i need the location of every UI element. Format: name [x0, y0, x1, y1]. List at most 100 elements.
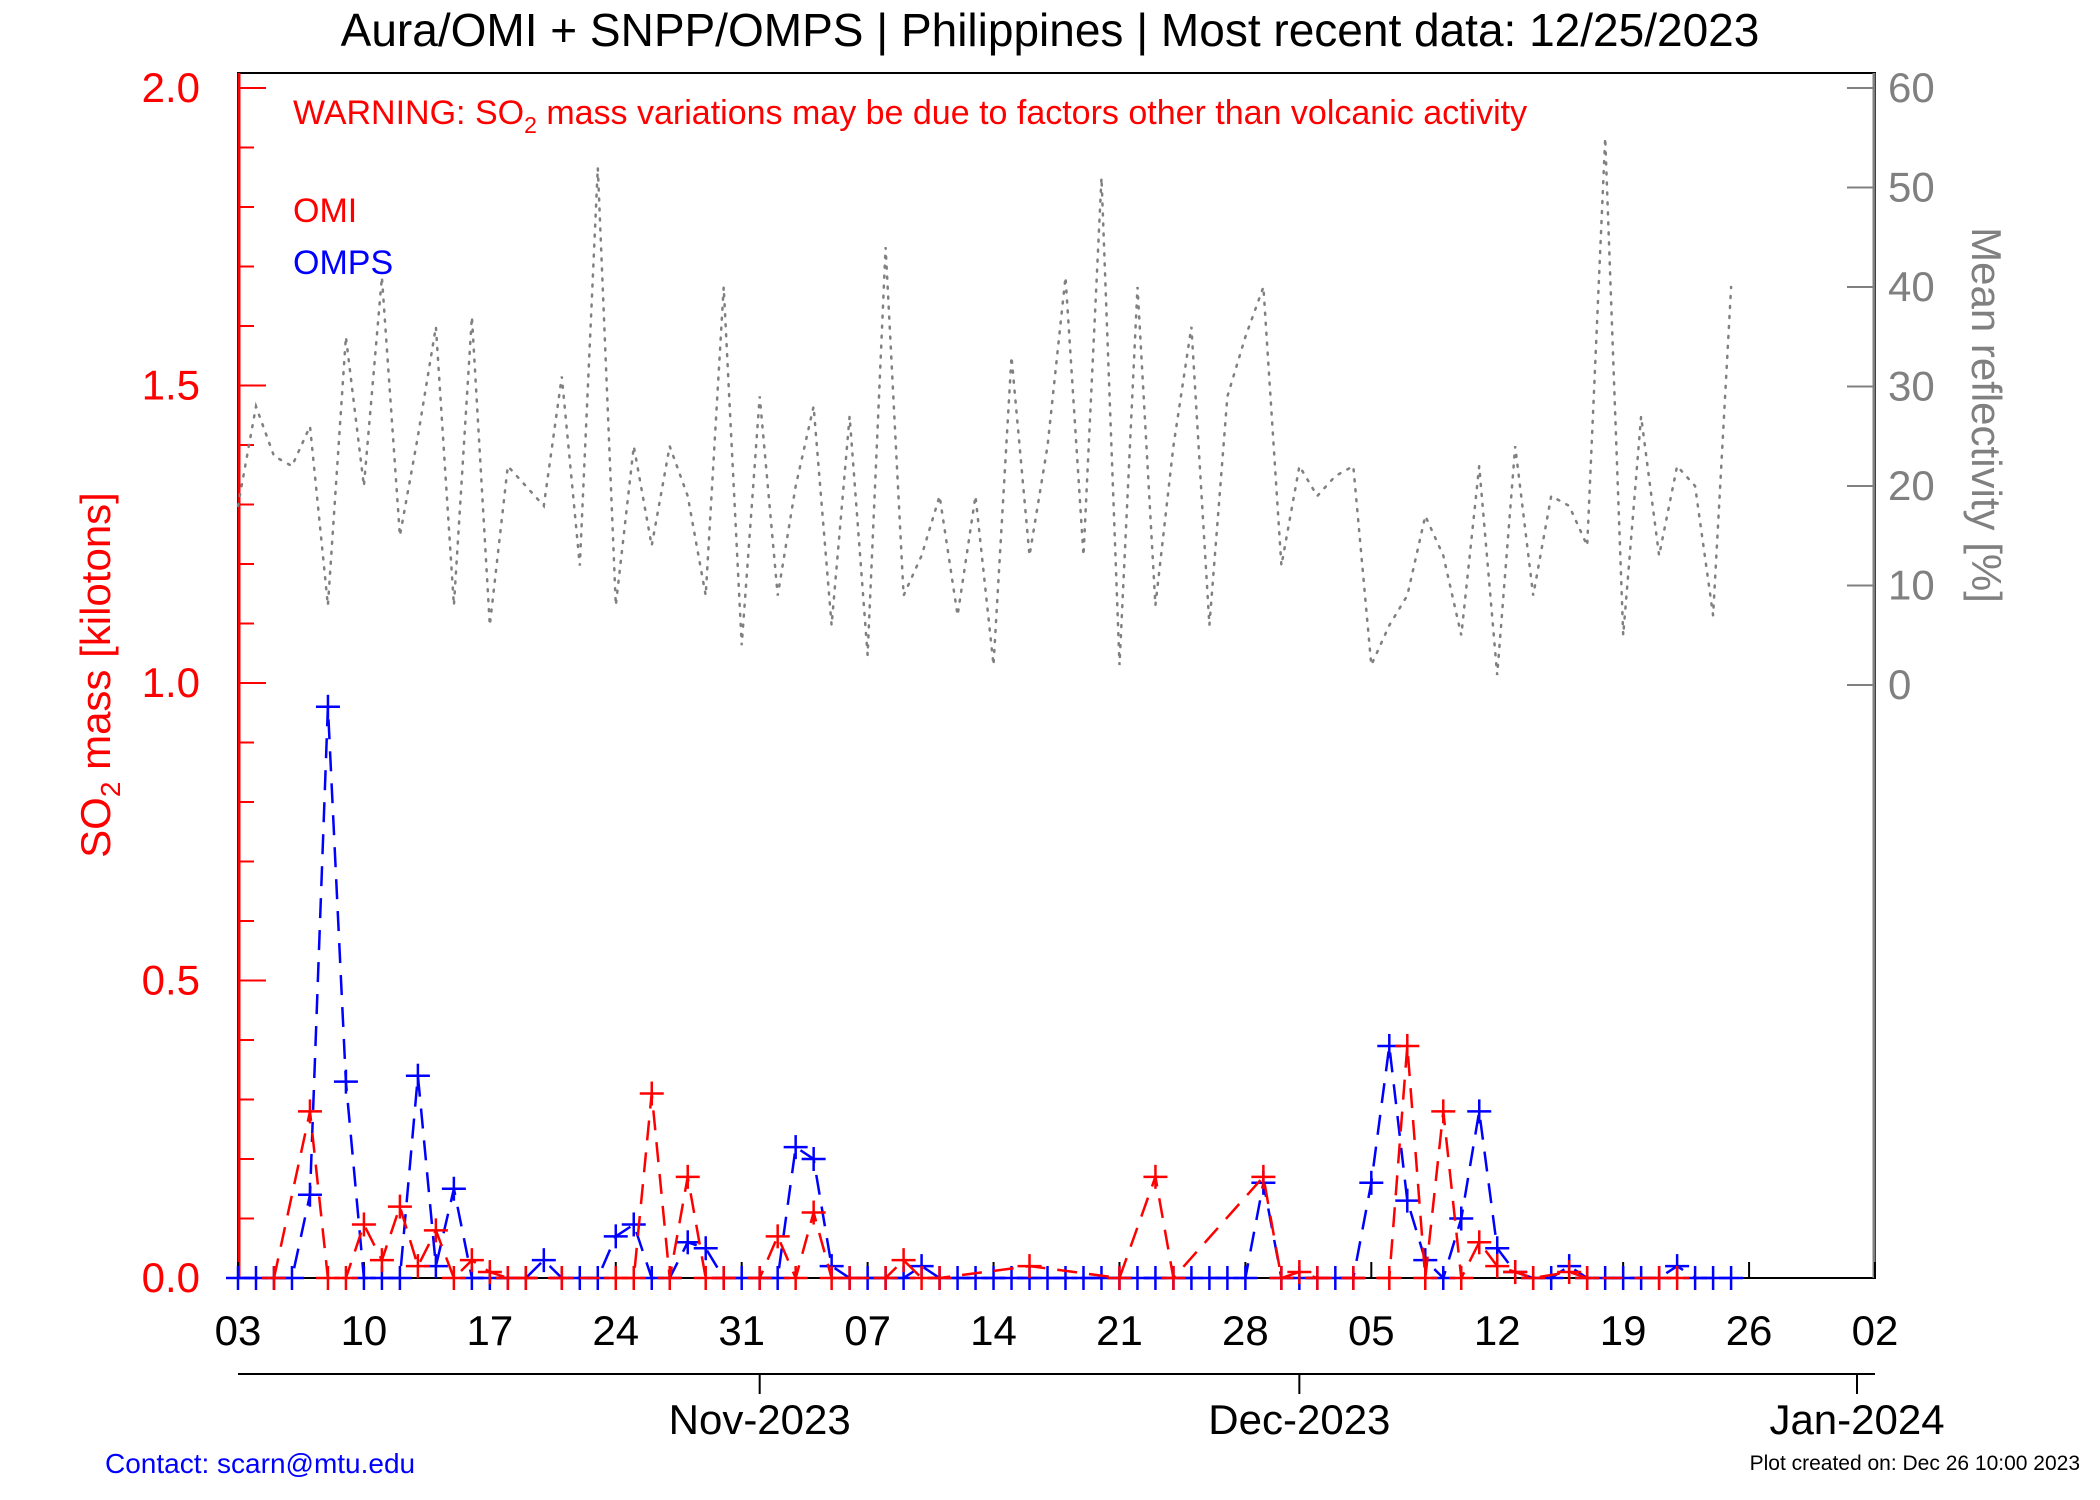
omi-data-point — [549, 1266, 574, 1290]
omps-data-point — [621, 1212, 646, 1237]
x-tick-label: 19 — [1600, 1307, 1647, 1354]
omps-data-point — [801, 1147, 826, 1171]
chart-title: Aura/OMI + SNPP/OMPS | Philippines | Mos… — [341, 4, 1760, 56]
right-tick-label: 40 — [1888, 263, 1935, 310]
omi-data-point — [1557, 1260, 1582, 1285]
omps-data-point — [405, 1063, 430, 1088]
left-axis-label-prefix: SO — [72, 797, 119, 858]
right-tick-label: 20 — [1888, 462, 1935, 509]
warning-prefix: WARNING: SO — [293, 94, 524, 132]
x-tick-label: 10 — [341, 1307, 388, 1354]
omi-data-point — [1431, 1099, 1456, 1124]
x-tick-label: 31 — [718, 1307, 765, 1354]
omi-data-point — [1413, 1266, 1438, 1290]
omi-data-point — [261, 1266, 286, 1290]
omi-data-point — [477, 1260, 502, 1285]
omi-data-point — [801, 1200, 826, 1225]
x-tick-label: 24 — [592, 1307, 639, 1354]
omi-data-point — [639, 1081, 664, 1106]
omi-data-point — [441, 1266, 466, 1290]
x-tick-label: 03 — [215, 1307, 262, 1354]
omi-data-point — [1305, 1266, 1330, 1290]
legend-omps: OMPS — [293, 244, 393, 282]
x-tick-label: 05 — [1348, 1307, 1395, 1354]
left-tick-label: 1.0 — [142, 659, 200, 706]
contact-text: Contact: scarn@mtu.edu — [105, 1448, 416, 1479]
omi-data-point — [369, 1248, 394, 1273]
omi-data-point — [675, 1164, 700, 1189]
omi-data-point — [1485, 1254, 1510, 1279]
omps-data-point — [783, 1135, 808, 1160]
omi-data-point — [1575, 1266, 1600, 1290]
omi-data-point — [1269, 1266, 1294, 1290]
x-tick-label: 12 — [1474, 1307, 1521, 1354]
omi-data-point — [927, 1266, 952, 1290]
omi-data-point — [1341, 1266, 1366, 1290]
omi-data-point — [765, 1224, 790, 1249]
legend-omi: OMI — [293, 192, 357, 230]
warning-text: WARNING: SO2 mass variations may be due … — [293, 94, 1527, 138]
left-axis-label: SO2 mass [kilotons] — [72, 492, 126, 858]
right-axis-ticks: 0 10 20 30 40 50 60 — [1847, 64, 1935, 708]
month-label: Jan-2024 — [1769, 1396, 1944, 1443]
omi-data-point — [297, 1099, 322, 1124]
omps-data-point — [1449, 1206, 1474, 1231]
x-axis-ticks: 03 10 17 24 31 07 14 21 28 05 12 19 26 02 — [215, 1262, 1899, 1354]
warning-subscript: 2 — [524, 112, 537, 138]
omi-data-point — [1107, 1266, 1132, 1290]
omi-data-point — [1521, 1266, 1546, 1290]
right-tick-label: 60 — [1888, 64, 1935, 111]
left-tick-label: 1.5 — [142, 362, 200, 409]
omi-data-point — [387, 1194, 412, 1219]
left-axis-ticks: 0.0 0.5 1.0 1.5 2.0 — [142, 64, 266, 1301]
omi-data-point — [783, 1266, 808, 1290]
omi-data-point — [873, 1266, 898, 1290]
omps-data-point — [1467, 1099, 1492, 1124]
omps-data-point — [1719, 1266, 1744, 1290]
omi-data-point — [1287, 1260, 1312, 1285]
x-tick-label: 07 — [844, 1307, 891, 1354]
reflectivity-series-line — [236, 137, 1733, 676]
right-tick-label: 50 — [1888, 164, 1935, 211]
omps-data-point — [297, 1182, 322, 1207]
omi-data-point — [747, 1266, 772, 1290]
left-axis-label-suffix: mass [kilotons] — [72, 492, 119, 781]
omps-data-point — [531, 1248, 556, 1273]
omps-data-point — [315, 694, 340, 719]
month-label: Nov-2023 — [669, 1396, 851, 1443]
month-label: Dec-2023 — [1208, 1396, 1390, 1443]
omi-series-line — [272, 1045, 1678, 1283]
omi-data-point — [891, 1248, 916, 1273]
series-layer — [226, 137, 1744, 1290]
omi-data-point — [513, 1266, 538, 1290]
omi-data-point — [621, 1266, 646, 1290]
x-tick-label: 28 — [1222, 1307, 1269, 1354]
x-tick-label: 21 — [1096, 1307, 1143, 1354]
omps-data-point — [333, 1069, 358, 1094]
left-tick-label: 2.0 — [142, 64, 200, 111]
omi-data-point — [711, 1266, 736, 1290]
omps-data-point — [1395, 1188, 1420, 1213]
omps-data-point — [693, 1236, 718, 1261]
omps-data-point — [675, 1230, 700, 1255]
omps-data-point — [387, 1266, 412, 1290]
omps-series-line — [238, 706, 1732, 1281]
right-tick-label: 0 — [1888, 661, 1911, 708]
omi-data-point — [1377, 1266, 1402, 1290]
omps-data-point — [1233, 1266, 1258, 1290]
plot-area-frame — [237, 72, 1876, 1279]
x-tick-label: 02 — [1852, 1307, 1899, 1354]
omi-data-point — [1143, 1164, 1168, 1189]
right-tick-label: 10 — [1888, 562, 1935, 609]
x-tick-label: 14 — [970, 1307, 1017, 1354]
omps-data-point — [441, 1176, 466, 1201]
omi-data-point — [1449, 1266, 1474, 1290]
omi-data-point — [459, 1248, 484, 1273]
created-text: Plot created on: Dec 26 10:00 2023 — [1749, 1452, 2080, 1475]
x-tick-label: 26 — [1726, 1307, 1773, 1354]
right-tick-label: 30 — [1888, 363, 1935, 410]
omi-data-point — [1503, 1260, 1528, 1285]
left-tick-label: 0.5 — [142, 957, 200, 1004]
x-tick-label: 17 — [466, 1307, 513, 1354]
omps-data-point — [1359, 1170, 1384, 1195]
